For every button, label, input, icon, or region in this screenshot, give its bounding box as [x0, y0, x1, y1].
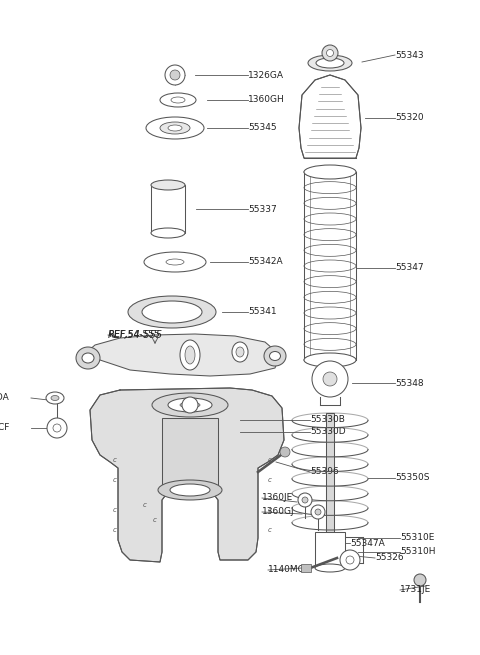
Ellipse shape — [264, 346, 286, 366]
Text: 1360JE: 1360JE — [262, 493, 293, 502]
Text: c: c — [268, 477, 272, 483]
Polygon shape — [90, 388, 284, 562]
Circle shape — [165, 65, 185, 85]
Ellipse shape — [185, 346, 195, 364]
Text: 1360CF: 1360CF — [0, 424, 10, 432]
Bar — [162, 418, 218, 490]
Bar — [326, 413, 334, 560]
Ellipse shape — [170, 484, 210, 496]
Ellipse shape — [128, 296, 216, 328]
Ellipse shape — [308, 55, 352, 71]
Text: 55320: 55320 — [395, 113, 424, 122]
Text: 55396: 55396 — [310, 468, 339, 476]
Text: REF,54-555: REF,54-555 — [108, 330, 163, 340]
Text: c: c — [153, 517, 157, 523]
Ellipse shape — [166, 259, 184, 265]
Text: 1025DA: 1025DA — [0, 394, 10, 403]
Ellipse shape — [269, 352, 280, 360]
Text: 55342A: 55342A — [248, 257, 283, 267]
Polygon shape — [299, 75, 361, 158]
Bar — [301, 564, 311, 572]
Circle shape — [53, 424, 61, 432]
Ellipse shape — [51, 396, 59, 400]
Polygon shape — [80, 334, 280, 376]
Circle shape — [323, 372, 337, 386]
Circle shape — [315, 509, 321, 515]
Ellipse shape — [144, 252, 206, 272]
Text: 55310H: 55310H — [400, 548, 435, 557]
Ellipse shape — [160, 93, 196, 107]
Circle shape — [182, 397, 198, 413]
Text: 1360GH: 1360GH — [248, 96, 285, 105]
Ellipse shape — [304, 353, 356, 367]
Circle shape — [340, 550, 360, 570]
Ellipse shape — [152, 393, 228, 417]
Ellipse shape — [158, 480, 222, 500]
Ellipse shape — [82, 353, 94, 363]
Ellipse shape — [76, 347, 100, 369]
Text: c: c — [113, 457, 117, 463]
Circle shape — [302, 497, 308, 503]
Text: 1140MC: 1140MC — [268, 565, 305, 574]
Ellipse shape — [315, 564, 345, 572]
Text: 55330B: 55330B — [310, 415, 345, 424]
Ellipse shape — [151, 180, 185, 190]
Circle shape — [346, 556, 354, 564]
Text: 55347: 55347 — [395, 263, 424, 272]
Ellipse shape — [316, 58, 344, 68]
Text: REF,54-555: REF,54-555 — [108, 331, 160, 339]
Ellipse shape — [151, 228, 185, 238]
Ellipse shape — [232, 342, 248, 362]
Text: 1360GJ: 1360GJ — [262, 508, 295, 517]
Ellipse shape — [146, 117, 204, 139]
Ellipse shape — [46, 392, 64, 404]
Text: 55337: 55337 — [248, 204, 277, 214]
Circle shape — [326, 50, 334, 56]
Text: 55350S: 55350S — [395, 474, 430, 483]
Ellipse shape — [142, 301, 202, 323]
Circle shape — [298, 493, 312, 507]
Ellipse shape — [304, 165, 356, 179]
Text: 55348: 55348 — [395, 379, 424, 388]
Circle shape — [47, 418, 67, 438]
Ellipse shape — [180, 402, 200, 408]
Text: 55341: 55341 — [248, 307, 276, 316]
Ellipse shape — [160, 122, 190, 134]
Ellipse shape — [168, 125, 182, 131]
Text: c: c — [268, 457, 272, 463]
Text: c: c — [268, 527, 272, 533]
Text: c: c — [113, 477, 117, 483]
Circle shape — [414, 574, 426, 586]
Text: c: c — [113, 507, 117, 513]
Text: c: c — [143, 502, 147, 508]
Circle shape — [312, 361, 348, 397]
Text: 55330D: 55330D — [310, 428, 346, 436]
Text: 1326GA: 1326GA — [248, 71, 284, 79]
Text: 55343: 55343 — [395, 50, 424, 60]
Text: c: c — [113, 527, 117, 533]
Ellipse shape — [168, 398, 212, 412]
Bar — [315, 532, 345, 568]
Circle shape — [280, 447, 290, 457]
Text: 55310E: 55310E — [400, 534, 434, 542]
Text: c: c — [268, 507, 272, 513]
Text: 1731JE: 1731JE — [400, 586, 431, 595]
Text: 55347A: 55347A — [350, 538, 385, 548]
Ellipse shape — [236, 347, 244, 357]
Ellipse shape — [171, 97, 185, 103]
Circle shape — [322, 45, 338, 61]
Ellipse shape — [180, 340, 200, 370]
Text: 55345: 55345 — [248, 124, 276, 132]
Text: 55326: 55326 — [375, 553, 404, 563]
Circle shape — [170, 70, 180, 80]
Circle shape — [311, 505, 325, 519]
Bar — [151, 185, 185, 233]
